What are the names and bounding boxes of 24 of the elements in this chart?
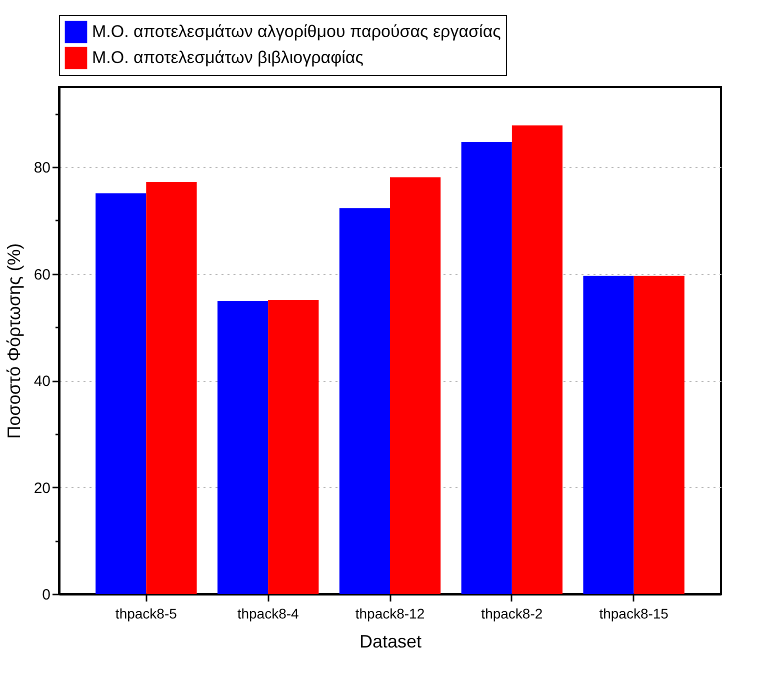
y-tick-label: 40 [34,373,50,390]
legend-label: Μ.Ο. αποτελεσμάτων βιβλιογραφίας [92,48,364,67]
legend-label: Μ.Ο. αποτελεσμάτων αλγορίθμου παρούσας εργασίας [92,22,501,41]
x-axis-title: Dataset [359,632,422,652]
bar [146,182,197,594]
bar [512,125,563,594]
x-tick-label: thpack8-2 [481,606,543,622]
y-axis-title: Ποσοστό Φόρτωσης (%) [4,243,24,439]
bar [390,177,441,594]
bar [96,193,146,594]
y-tick-label: 20 [34,480,50,497]
bar [268,300,319,594]
y-tick-label: 80 [34,160,50,177]
bar [339,208,390,594]
x-tick-label: thpack8-12 [355,606,425,622]
bar [583,276,634,594]
bar [461,142,512,594]
x-tick-label: thpack8-15 [599,606,669,622]
x-tick-label: thpack8-5 [115,606,178,622]
bar [634,276,684,594]
bar [217,301,268,594]
y-tick-label: 60 [34,266,50,284]
y-tick-label: 0 [42,586,50,604]
x-tick-label: thpack8-4 [237,606,300,622]
